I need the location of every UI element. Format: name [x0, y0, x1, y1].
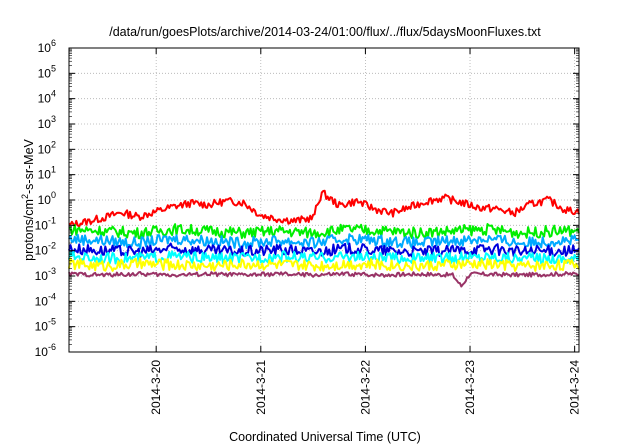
series-line: [68, 189, 580, 228]
y-tick-label-exp: -2: [48, 241, 56, 251]
y-tick-label-exp: 4: [51, 89, 56, 99]
y-tick-label-exp: -5: [48, 317, 56, 327]
axis-ticks: [69, 47, 579, 353]
y-tick-label-base: 10: [35, 320, 49, 334]
y-tick-label-base: 10: [38, 168, 52, 182]
x-tick-label: 2014-3-24: [568, 360, 582, 415]
y-tick-labels: 10-610-510-410-310-210-11001011021031041…: [35, 38, 56, 359]
x-tick-label: 2014-3-20: [149, 360, 163, 415]
series-line: [68, 233, 580, 250]
y-tick-label: 10-1: [35, 215, 56, 232]
x-tick-label: 2014-3-23: [463, 360, 477, 415]
y-tick-label-base: 10: [35, 294, 49, 308]
y-tick-label-exp: -4: [48, 291, 56, 301]
y-tick-label: 103: [38, 114, 56, 131]
y-tick-label: 100: [38, 190, 56, 207]
y-tick-label-base: 10: [35, 244, 49, 258]
y-tick-label-base: 10: [38, 117, 52, 131]
x-tick-labels: 2014-3-20 2014-3-21 2014-3-22 2014-3-23 2014…: [149, 360, 581, 415]
y-tick-label: 105: [38, 63, 56, 80]
y-tick-label: 10-5: [35, 317, 56, 334]
y-tick-label-exp: 6: [51, 38, 56, 48]
y-axis-label-base: protons/cm: [22, 199, 36, 261]
chart-title: /data/run/goesPlots/archive/2014-03-24/0…: [109, 25, 541, 39]
y-tick-label: 104: [38, 89, 56, 106]
x-tick-label: 2014-3-22: [358, 360, 372, 415]
y-tick-label: 106: [38, 38, 56, 55]
y-axis-label: protons/cm2-s-sr-MeV: [20, 138, 36, 260]
y-tick-label-base: 10: [38, 92, 52, 106]
y-tick-label: 10-4: [35, 291, 56, 308]
y-tick-label: 101: [38, 165, 56, 182]
y-tick-label: 10-6: [35, 342, 56, 359]
series-line: [68, 242, 580, 259]
y-tick-label-base: 10: [35, 345, 49, 359]
y-tick-label: 10-3: [35, 266, 56, 283]
y-tick-label-base: 10: [38, 41, 52, 55]
series-line: [68, 257, 580, 272]
y-tick-label: 10-2: [35, 241, 56, 258]
y-tick-label-base: 10: [38, 142, 52, 156]
y-tick-label-exp: -6: [48, 342, 56, 352]
y-tick-label-base: 10: [38, 66, 52, 80]
y-tick-label-exp: -1: [48, 215, 56, 225]
y-tick-label-exp: 3: [51, 114, 56, 124]
y-axis-label-sup: 2: [20, 194, 30, 199]
y-tick-label-base: 10: [35, 269, 49, 283]
x-axis-label: Coordinated Universal Time (UTC): [229, 430, 421, 444]
series-layer: [68, 189, 580, 288]
y-tick-label-base: 10: [38, 193, 52, 207]
y-tick-label-base: 10: [35, 218, 49, 232]
series-line: [68, 271, 580, 288]
y-tick-label-exp: -3: [48, 266, 56, 276]
y-tick-label-exp: 5: [51, 63, 56, 73]
y-tick-label-exp: 0: [51, 190, 56, 200]
x-tick-label: 2014-3-21: [254, 360, 268, 415]
y-tick-label-exp: 1: [51, 165, 56, 175]
y-tick-label: 102: [38, 139, 56, 156]
series-line: [68, 223, 580, 240]
y-axis-label-rest: -s-sr-MeV: [22, 138, 36, 194]
y-tick-label-exp: 2: [51, 139, 56, 149]
series-line: [68, 250, 580, 265]
